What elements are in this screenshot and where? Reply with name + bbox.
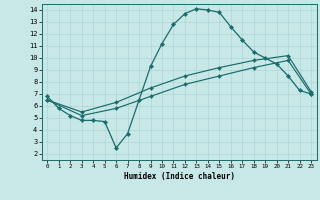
X-axis label: Humidex (Indice chaleur): Humidex (Indice chaleur) <box>124 172 235 181</box>
